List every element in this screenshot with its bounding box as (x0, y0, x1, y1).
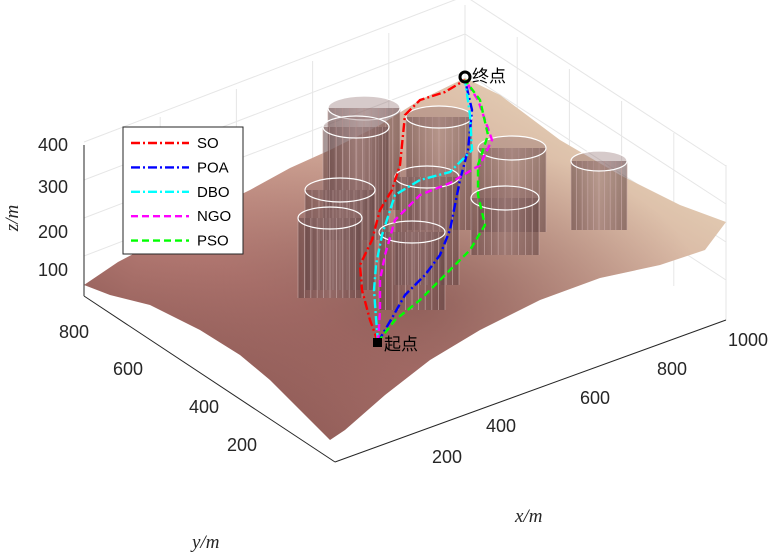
path-ngo (376, 79, 494, 343)
legend-label-pso: PSO (197, 233, 229, 250)
start-marker (373, 338, 382, 347)
z-tick-label: 200 (38, 222, 68, 242)
x-tick-label: 600 (580, 388, 610, 408)
y-tick-label: 200 (227, 435, 257, 455)
y-tick-label: 400 (189, 397, 219, 417)
z-tick-label: 400 (38, 135, 68, 155)
axis-lines (83, 145, 727, 463)
y-tick-label: 600 (113, 359, 143, 379)
y-tick-label: 800 (59, 322, 89, 342)
tick-labels: 200 400 600 800 1000 200 400 600 800 100 200 300 400 (38, 135, 768, 467)
z-tick-label: 300 (38, 177, 68, 197)
path-dbo (372, 79, 474, 343)
x-tick-label: 1000 (728, 330, 768, 350)
y-axis-label: y/m (190, 532, 219, 553)
x-tick-label: 800 (657, 359, 687, 379)
path-so (358, 78, 466, 343)
legend-label-poa: POA (197, 159, 229, 176)
x-tick-label: 400 (486, 416, 516, 436)
algorithm-paths (358, 78, 494, 343)
goal-marker (458, 70, 472, 84)
obstacle-cylinder (297, 206, 363, 298)
obstacle-cylinders (297, 95, 628, 310)
legend-label-so: SO (197, 135, 219, 152)
x-axis-label: x/m (514, 506, 542, 527)
legend: SO POA DBO NGO PSO (122, 126, 244, 255)
z-tick-label: 100 (38, 260, 68, 280)
path-pso (377, 79, 490, 343)
axis-labels: x/m y/m z/m (2, 205, 542, 553)
start-label: 起点 (384, 335, 418, 355)
z-axis-label: z/m (2, 205, 23, 232)
x-tick-label: 200 (432, 447, 462, 467)
obstacle-cylinder (470, 185, 540, 255)
obstacle-cylinder (570, 150, 628, 230)
legend-box (122, 126, 244, 255)
legend-label-dbo: DBO (197, 184, 230, 201)
goal-label: 终点 (472, 67, 506, 87)
legend-label-ngo: NGO (197, 208, 231, 225)
obstacle-cylinder (378, 220, 446, 310)
path-poa (376, 79, 474, 343)
endpoint-markers: 起点 终点 (373, 67, 506, 355)
